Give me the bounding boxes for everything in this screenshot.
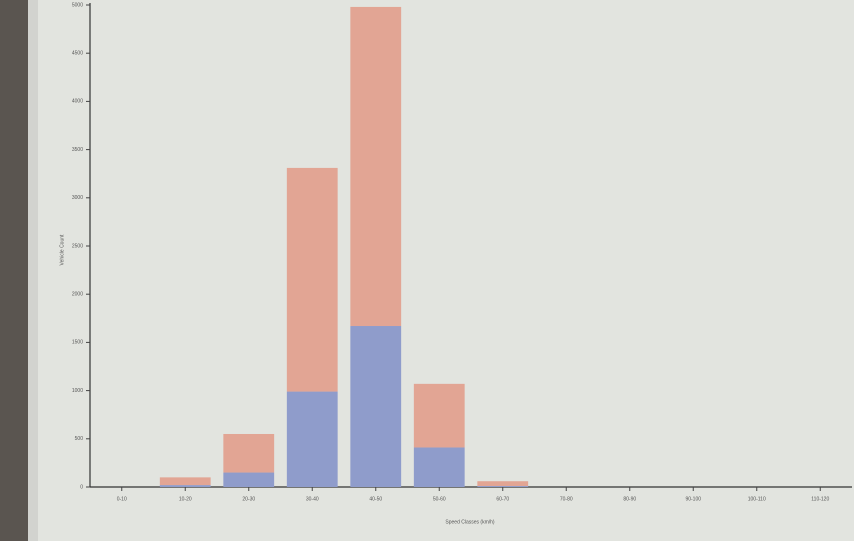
bar-segment <box>477 481 529 487</box>
bar-segment <box>350 326 402 487</box>
x-tick-label: 70-80 <box>560 496 573 502</box>
x-axis-title: Speed Classes (km/h) <box>445 519 495 525</box>
bar-segment <box>350 6 402 327</box>
x-tick-label: 80-90 <box>623 496 636 502</box>
x-tick-label: 20-30 <box>242 496 255 502</box>
y-tick-label: 2000 <box>72 292 83 298</box>
y-axis-title: Vehicle Count <box>59 234 65 265</box>
x-tick-label: 110-120 <box>811 496 829 502</box>
x-tick-label: 10-20 <box>179 496 192 502</box>
bar-segment <box>159 485 211 487</box>
x-tick-label: 100-110 <box>748 496 766 502</box>
y-tick-label: 3500 <box>72 147 83 153</box>
y-tick-label: 1500 <box>72 340 83 346</box>
y-tick-label: 1000 <box>72 388 83 394</box>
bar-segment <box>477 486 529 487</box>
x-tick-label: 30-40 <box>306 496 319 502</box>
x-tick-label: 90-100 <box>685 496 701 502</box>
y-tick-label: 4000 <box>72 99 83 105</box>
y-tick-label: 0 <box>80 484 83 490</box>
bar-segment <box>286 391 338 487</box>
x-tick-label: 50-60 <box>433 496 446 502</box>
x-tick-label: 60-70 <box>496 496 509 502</box>
paper-edge <box>28 0 38 541</box>
bar-segment <box>223 472 275 487</box>
bar-segment <box>223 433 275 473</box>
bar-segment <box>413 447 465 487</box>
y-tick-label: 2500 <box>72 243 83 249</box>
bar-segment <box>413 383 465 448</box>
bar-segment <box>159 477 211 486</box>
y-tick-label: 500 <box>75 436 84 442</box>
x-tick-label: 0-10 <box>117 496 127 502</box>
x-tick-label: 40-50 <box>369 496 382 502</box>
y-tick-label: 3000 <box>72 195 83 201</box>
y-tick-label: 5000 <box>72 2 83 8</box>
bar-segment <box>286 167 338 392</box>
y-tick-label: 4500 <box>72 51 83 57</box>
